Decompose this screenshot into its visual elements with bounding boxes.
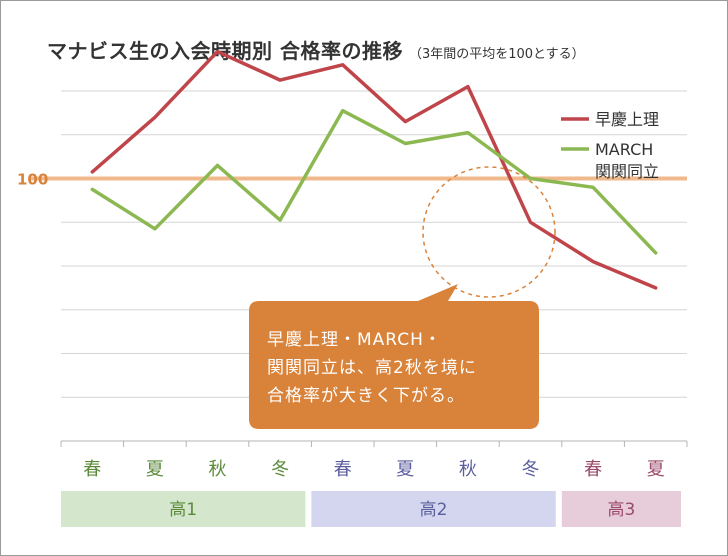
x-tick-label: 秋 [209, 459, 227, 480]
group-band [61, 491, 306, 527]
callout-line: 合格率が大きく下がる。 [267, 386, 465, 406]
category-group-bands: 高1 高2 高3 [61, 491, 681, 527]
series-lines [90, 49, 658, 290]
x-tick-label: 夏 [146, 459, 164, 480]
category-labels: 春夏秋冬春夏秋冬春夏 [83, 459, 664, 480]
group-label: 高2 [420, 500, 448, 520]
legend-label-1: 早慶上理 [595, 110, 659, 129]
legend-label-2: 関関同立 [595, 162, 659, 181]
callout-bubble [249, 284, 539, 429]
reference-label: 100 [17, 171, 48, 189]
chart-title-text: マナビス生の入会時期別 合格率の推移 [47, 39, 403, 63]
x-tick-label: 春 [584, 459, 602, 480]
x-tick-label: 秋 [459, 459, 477, 480]
legend-label-2: MARCH [595, 140, 653, 159]
series-line-1 [90, 49, 658, 290]
group-band [311, 491, 556, 527]
reference-line-group: 100 [17, 171, 687, 189]
chart-title: マナビス生の入会時期別 合格率の推移 （3年間の平均を100とする） [47, 35, 585, 64]
x-tick-label: 夏 [647, 459, 665, 480]
callout-line: 早慶上理・MARCH・ [267, 330, 442, 350]
series-line-2 [90, 108, 658, 255]
x-tick-label: 夏 [396, 459, 414, 480]
callout-line: 関関同立は、高2秋を境に [267, 358, 477, 378]
group-label: 高3 [607, 500, 635, 520]
x-tick-label: 冬 [522, 459, 540, 480]
chart-title-note: （3年間の平均を100とする） [408, 47, 585, 62]
x-tick-label: 冬 [271, 459, 289, 480]
x-tick-label: 春 [334, 459, 352, 480]
x-axis [60, 440, 688, 447]
highlight-circle [422, 166, 556, 298]
legend: 早慶上理 MARCH 関関同立 [561, 110, 659, 181]
x-tick-label: 春 [83, 459, 101, 480]
group-band [561, 491, 681, 527]
group-label: 高1 [169, 500, 197, 520]
